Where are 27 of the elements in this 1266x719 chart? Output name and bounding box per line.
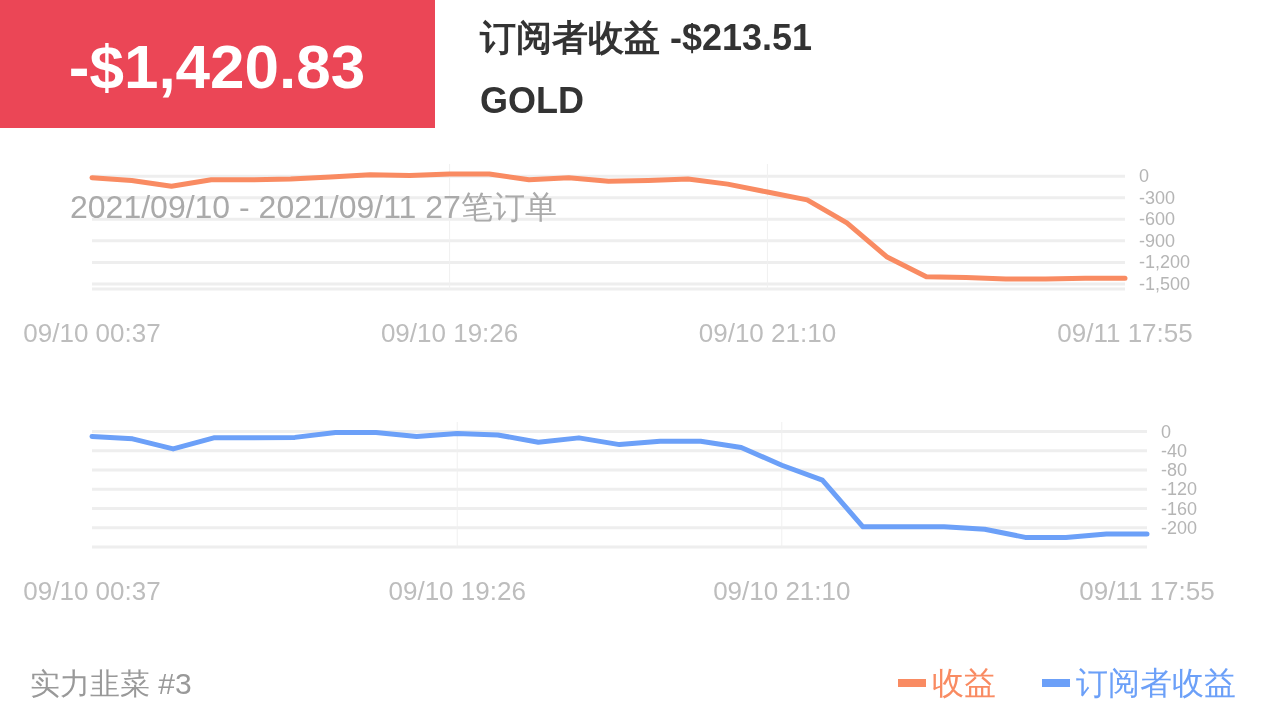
y-tick-label: -200 — [1161, 517, 1198, 538]
y-tick-label: -160 — [1161, 498, 1198, 519]
x-tick-label: 09/10 19:26 — [380, 318, 519, 348]
chart-title: GOLD — [480, 80, 584, 121]
y-tick-label: 0 — [1139, 166, 1150, 187]
y-tick-label: -40 — [1161, 440, 1188, 461]
text: -$1,420.83 — [68, 32, 366, 101]
chart-subtitle: 订阅者收益 -$213.51 — [479, 17, 813, 58]
y-tick-label: -1,500 — [1139, 273, 1191, 294]
y-tick-label: -120 — [1161, 479, 1198, 500]
legend-label: 收益 — [932, 665, 996, 701]
y-tick-label: -300 — [1139, 187, 1176, 208]
x-tick-label: 09/10 21:10 — [713, 576, 851, 606]
annotation: 2021/09/10 - 2021/09/11 27笔订单 — [70, 189, 557, 225]
y-tick-label: -600 — [1139, 209, 1176, 230]
x-tick-label: 09/10 00:37 — [23, 576, 161, 606]
y-tick-label: 0 — [1161, 421, 1172, 442]
x-tick-label: 09/10 21:10 — [698, 318, 837, 348]
y-tick-label: -900 — [1139, 230, 1176, 251]
x-tick-label: 09/10 00:37 — [23, 318, 161, 348]
x-tick-label: 09/11 17:55 — [1057, 318, 1193, 348]
y-tick-label: -1,200 — [1139, 252, 1191, 273]
y-tick-label: -80 — [1161, 460, 1188, 481]
x-tick-label: 09/10 19:26 — [388, 576, 526, 606]
x-tick-label: 09/11 17:55 — [1079, 576, 1215, 606]
text: 实力韭菜 #3 — [30, 667, 192, 700]
legend-label: 订阅者收益 — [1076, 665, 1236, 701]
